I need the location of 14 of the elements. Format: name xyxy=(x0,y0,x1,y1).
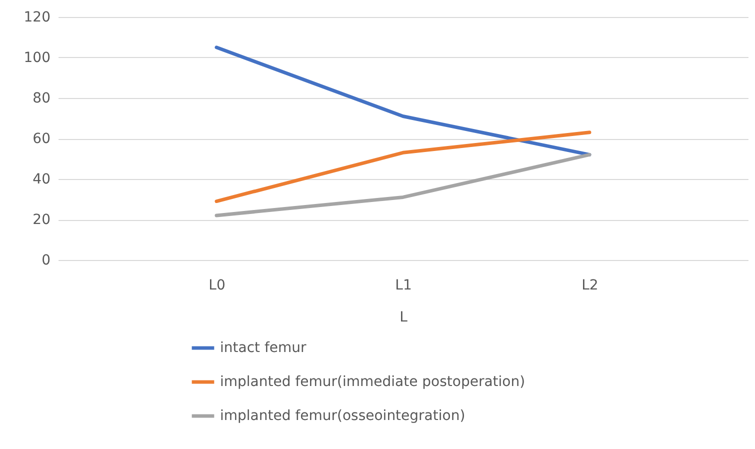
y-tick-label: 60 xyxy=(32,131,50,147)
x-tick-label: L0 xyxy=(208,278,226,294)
y-tick-label: 120 xyxy=(24,10,50,26)
y-tick-label: 20 xyxy=(32,212,50,228)
y-tick-label: 100 xyxy=(24,50,50,66)
y-tick-label: 0 xyxy=(42,252,50,268)
legend-label: intact femur xyxy=(220,340,307,356)
x-tick-label: L1 xyxy=(395,278,412,294)
x-tick-label: L2 xyxy=(582,278,598,294)
legend-label: implanted femur(immediate postoperation) xyxy=(220,374,526,390)
y-tick-label: 80 xyxy=(32,90,50,106)
legend-label: implanted femur(osseointegration) xyxy=(220,408,466,424)
y-tick-label: 40 xyxy=(32,172,50,188)
x-axis-title: L xyxy=(400,310,408,326)
